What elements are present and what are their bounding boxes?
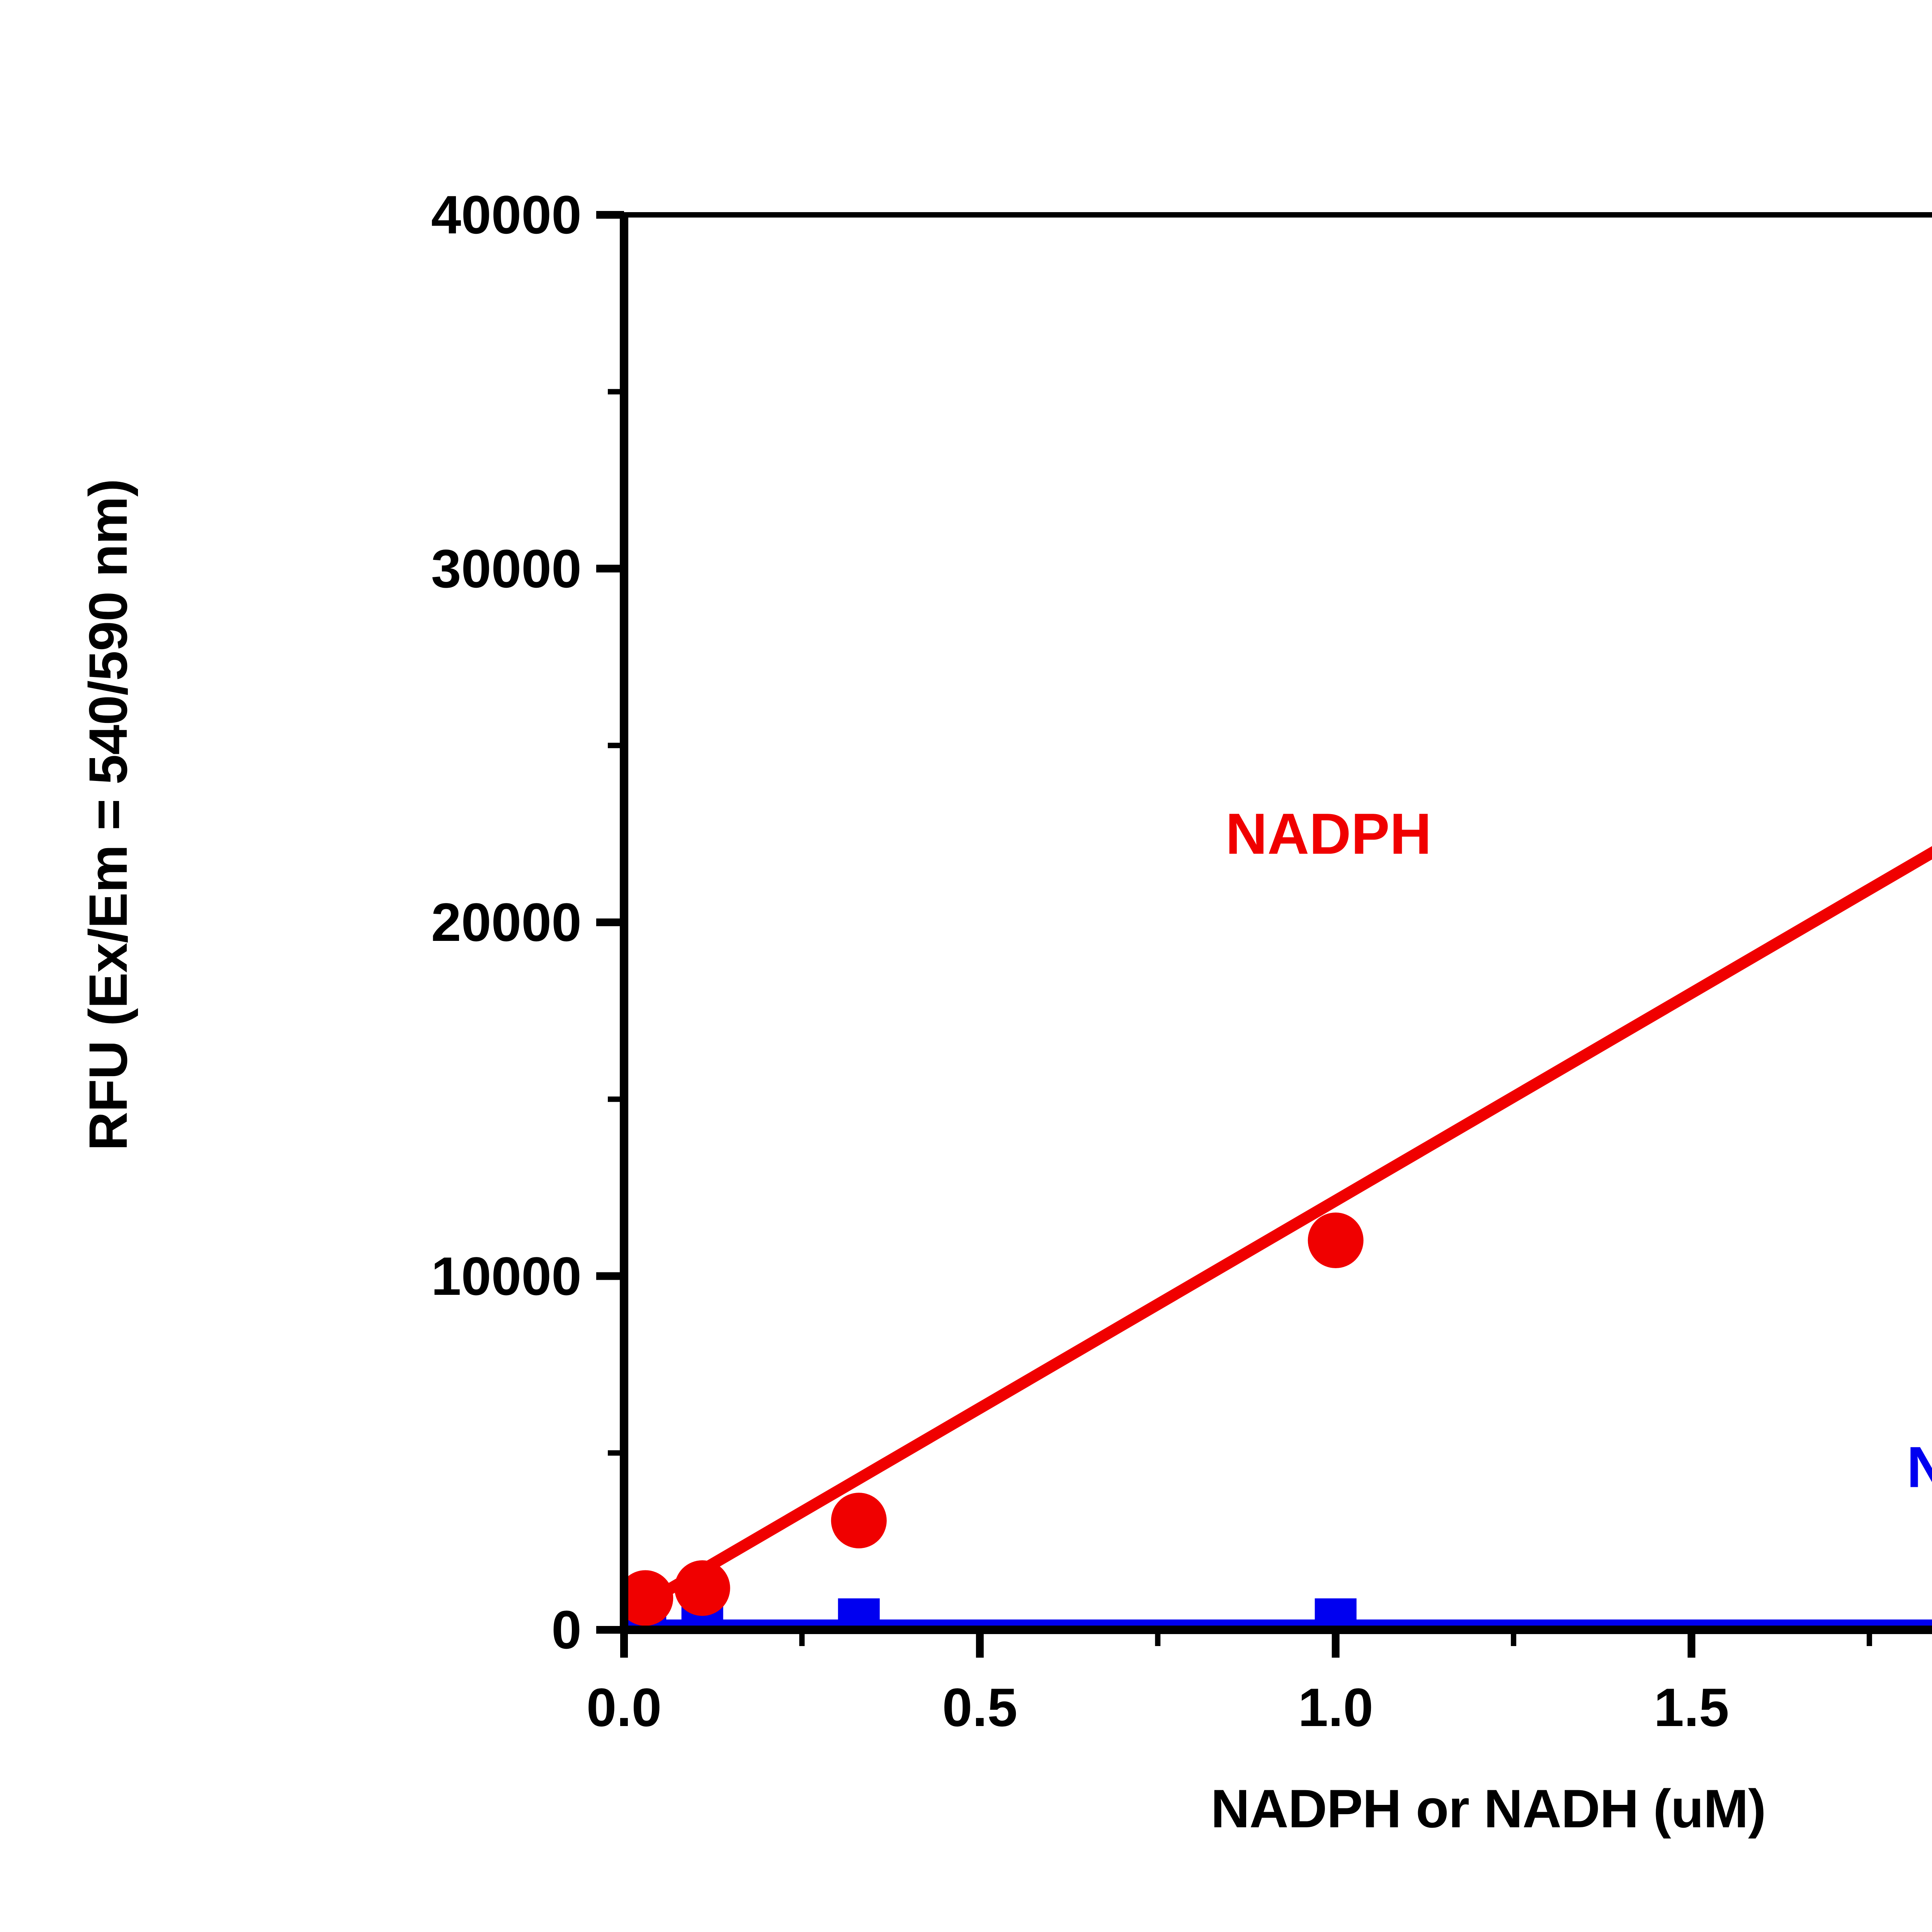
y-tick-label: 40000 [431, 184, 582, 245]
nadph-marker [674, 1560, 730, 1616]
y-tick-label: 0 [551, 1599, 582, 1660]
series-annotation-nadh: NADH [1906, 1434, 1932, 1500]
x-tick-label: 1.0 [1298, 1677, 1373, 1738]
x-tick-label: 0.5 [942, 1677, 1018, 1738]
data-series-group [624, 846, 1932, 1630]
nadph-marker [831, 1493, 887, 1549]
x-tick-label: 1.5 [1654, 1677, 1729, 1738]
y-tick-label: 10000 [431, 1245, 582, 1306]
x-axis-title: NADPH or NADH (uM) [1211, 1778, 1766, 1839]
nadh-marker [1315, 1598, 1357, 1630]
nadh-marker [838, 1598, 880, 1630]
nadph-marker [1308, 1213, 1364, 1269]
x-tick-label: 0.0 [586, 1677, 662, 1738]
axes-group [596, 211, 1932, 1658]
y-tick-label: 20000 [431, 892, 582, 952]
series-annotation-nadph: NADPH [1225, 801, 1432, 866]
y-tick-label: 30000 [431, 538, 582, 599]
nadph-marker [624, 1570, 673, 1626]
nadph-fit-line [624, 846, 1932, 1621]
